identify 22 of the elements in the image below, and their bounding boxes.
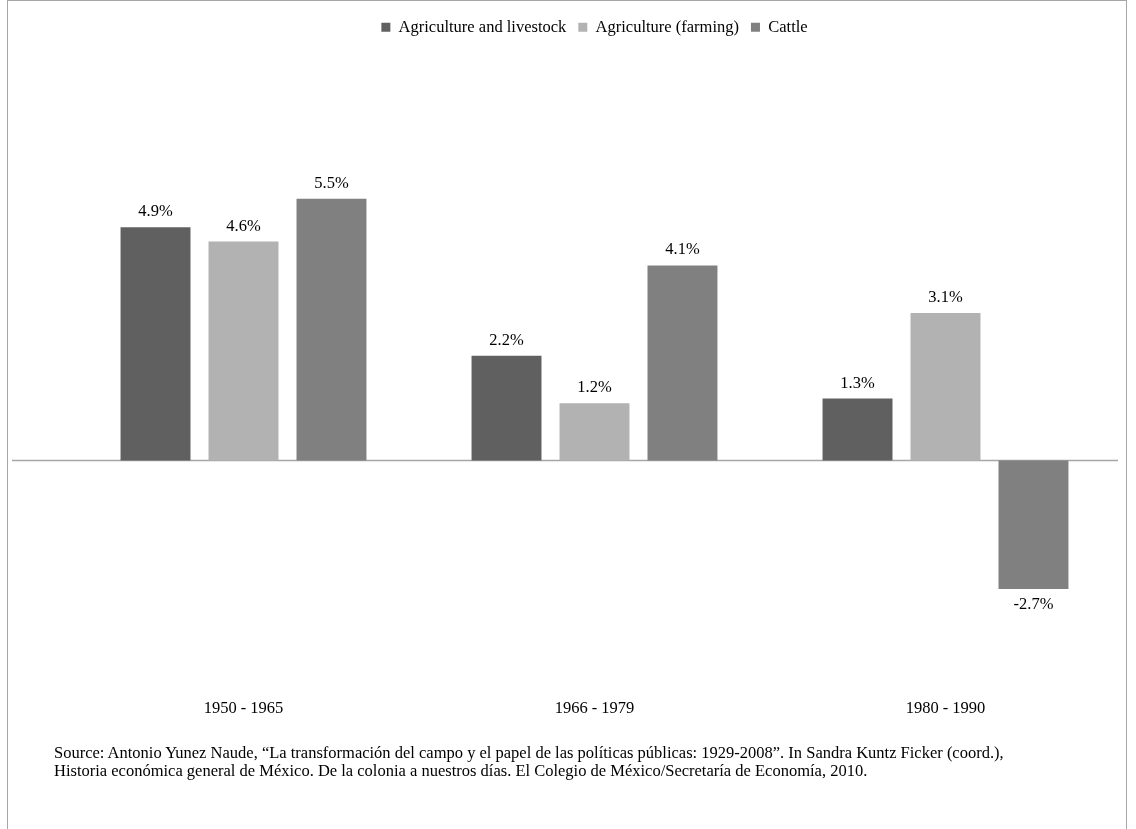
bar <box>296 198 367 461</box>
legend-label: Agriculture (farming) <box>595 16 739 36</box>
source-note: Source: Antonio Yunez Naude, “La transformación del campo y el papel de las políticas públicas: 1929-2008”. In Sandra Kuntz Ficker (coord.), Historia económica general de México. De la colonia a nuestros días. El Colegio de México/Secretaría de Economía, 2010. <box>54 743 1005 780</box>
x-tick-label: 1950 - 1965 <box>203 698 284 718</box>
bar <box>471 355 542 461</box>
x-tick-label: 1980 - 1990 <box>905 698 986 718</box>
data-label: 3.1% <box>928 287 963 307</box>
data-label: 4.1% <box>665 239 700 259</box>
x-tick-label: 1966 - 1979 <box>554 698 635 718</box>
data-label: 1.2% <box>577 377 612 397</box>
data-label: 5.5% <box>314 172 349 192</box>
bar <box>647 265 718 461</box>
data-label: 1.3% <box>840 372 875 392</box>
bar <box>822 398 893 461</box>
data-label: -2.7% <box>1013 594 1054 614</box>
legend-label: Cattle <box>768 16 808 36</box>
data-label: 4.6% <box>226 215 261 235</box>
data-label: 2.2% <box>489 329 524 349</box>
bar <box>120 227 191 461</box>
legend-label: Agriculture and livestock <box>398 16 568 36</box>
bar <box>998 460 1069 589</box>
data-label: 4.9% <box>138 201 173 221</box>
